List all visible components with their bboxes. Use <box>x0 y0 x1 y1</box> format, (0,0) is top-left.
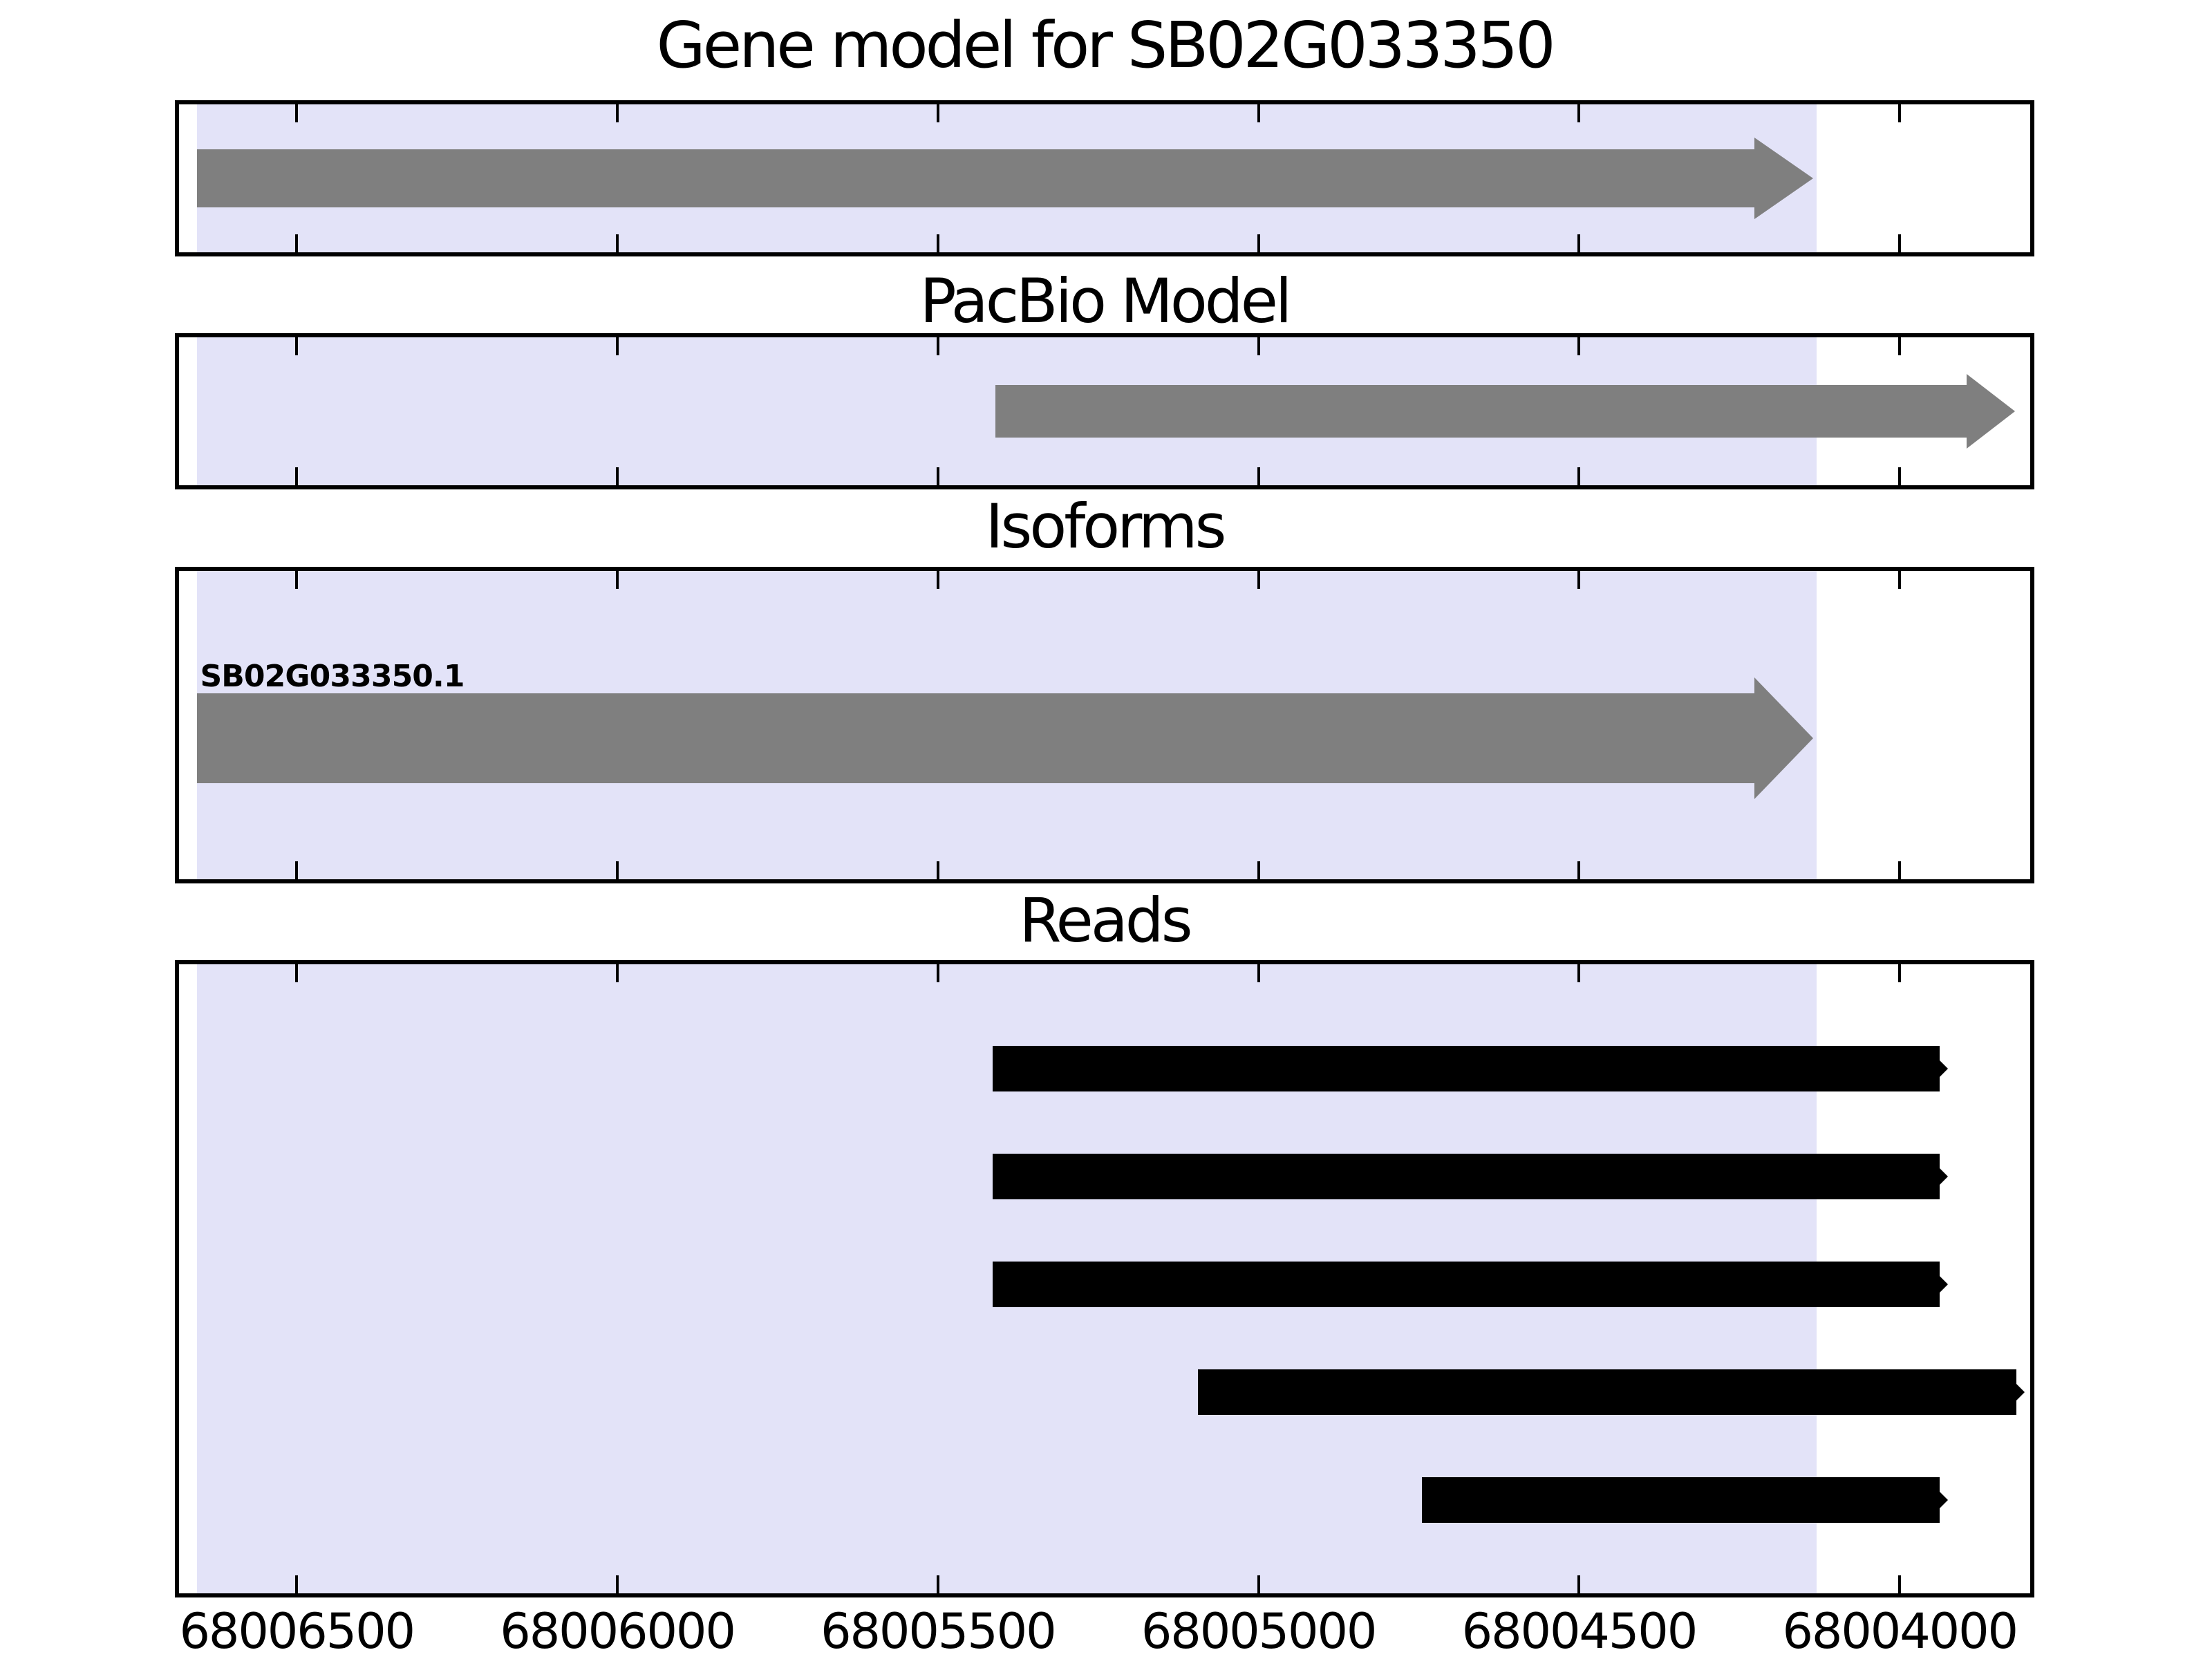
x-axis-tick-top <box>616 571 619 589</box>
arrow-head-icon <box>1939 1168 1948 1185</box>
x-axis-tick-bottom <box>936 861 939 879</box>
x-tick-label: 68004500 <box>1461 1603 1698 1659</box>
x-axis-tick-bottom <box>295 467 299 485</box>
read-alignment-bar <box>992 1046 1940 1091</box>
x-axis-tick-top <box>1577 337 1581 355</box>
panel-title-isoforms: Isoforms <box>985 491 1227 562</box>
panel-isoforms: SB02G033350.1 <box>175 567 2034 883</box>
x-axis-tick-top <box>295 571 299 589</box>
x-axis-tick-top <box>616 337 619 355</box>
x-axis-tick-bottom <box>1577 1575 1581 1593</box>
x-axis-tick-bottom <box>1898 861 1902 879</box>
x-axis-tick-top <box>1257 104 1260 122</box>
x-axis-tick-top <box>936 337 939 355</box>
arrow-head-icon <box>1939 1492 1948 1508</box>
x-axis-tick-top <box>1257 571 1260 589</box>
x-axis-tick-top <box>936 964 939 982</box>
x-axis-tick-bottom <box>1257 1575 1260 1593</box>
x-axis-tick-top <box>1898 337 1902 355</box>
x-axis-tick-bottom <box>1257 861 1260 879</box>
x-axis-tick-bottom <box>616 467 619 485</box>
arrow-head-icon <box>2016 1384 2025 1400</box>
x-axis-tick-top <box>1577 571 1581 589</box>
x-tick-label: 68006000 <box>500 1603 736 1659</box>
x-axis-tick-top <box>295 104 299 122</box>
x-tick-label: 68006500 <box>179 1603 415 1659</box>
transcript-model-arrow <box>197 693 1754 784</box>
x-axis-tick-bottom <box>616 1575 619 1593</box>
x-axis-tick-top <box>1898 964 1902 982</box>
x-axis-tick-top <box>1898 104 1902 122</box>
arrow-head-icon <box>1754 677 1813 800</box>
isoform-id-label: SB02G033350.1 <box>200 659 465 695</box>
transcript-model-arrow <box>995 385 1967 438</box>
x-axis-tick-top <box>936 104 939 122</box>
x-axis-tick-top <box>1257 337 1260 355</box>
x-axis-tick-top <box>295 964 299 982</box>
arrow-head-icon <box>1967 374 2016 449</box>
panel-gene-model <box>175 100 2034 256</box>
x-axis-tick-bottom <box>295 234 299 252</box>
x-axis-tick-top <box>1577 964 1581 982</box>
x-axis-tick-top <box>1577 104 1581 122</box>
read-alignment-bar <box>992 1154 1940 1199</box>
x-axis-tick-top <box>295 337 299 355</box>
x-tick-label: 68004000 <box>1782 1603 2018 1659</box>
x-axis-tick-bottom <box>936 467 939 485</box>
read-alignment-bar <box>992 1262 1940 1307</box>
x-axis-tick-bottom <box>1257 234 1260 252</box>
arrow-head-icon <box>1754 137 1813 219</box>
x-axis-tick-bottom <box>1898 234 1902 252</box>
panel-pacbio-model <box>175 333 2034 489</box>
x-axis-tick-top <box>1257 964 1260 982</box>
x-tick-label: 68005000 <box>1141 1603 1378 1659</box>
x-axis-tick-bottom <box>1898 1575 1902 1593</box>
panel-title-reads: Reads <box>1019 885 1192 956</box>
panel-title-pacbio-model: PacBio Model <box>919 265 1293 337</box>
x-axis-tick-bottom <box>1577 234 1581 252</box>
transcript-model-arrow <box>197 149 1754 207</box>
x-axis-tick-bottom <box>936 1575 939 1593</box>
x-axis-tick-bottom <box>936 234 939 252</box>
x-axis-tick-bottom <box>1577 467 1581 485</box>
x-axis-tick-bottom <box>1898 467 1902 485</box>
x-axis-tick-bottom <box>295 861 299 879</box>
arrow-head-icon <box>1939 1276 1948 1293</box>
x-axis-tick-bottom <box>1577 861 1581 879</box>
panel-title-gene-model: Gene model for SB02G033350 <box>656 8 1556 82</box>
x-axis-tick-bottom <box>295 1575 299 1593</box>
arrow-head-icon <box>1939 1060 1948 1077</box>
x-axis-tick-bottom <box>616 234 619 252</box>
x-tick-label: 68005500 <box>821 1603 1057 1659</box>
x-axis-tick-top <box>616 104 619 122</box>
read-alignment-bar <box>1422 1477 1940 1523</box>
x-axis-tick-bottom <box>616 861 619 879</box>
x-axis-tick-top <box>936 571 939 589</box>
x-axis-tick-top <box>616 964 619 982</box>
x-axis-tick-bottom <box>1257 467 1260 485</box>
x-axis-tick-top <box>1898 571 1902 589</box>
read-alignment-bar <box>1197 1369 2017 1415</box>
panel-reads <box>175 960 2034 1597</box>
